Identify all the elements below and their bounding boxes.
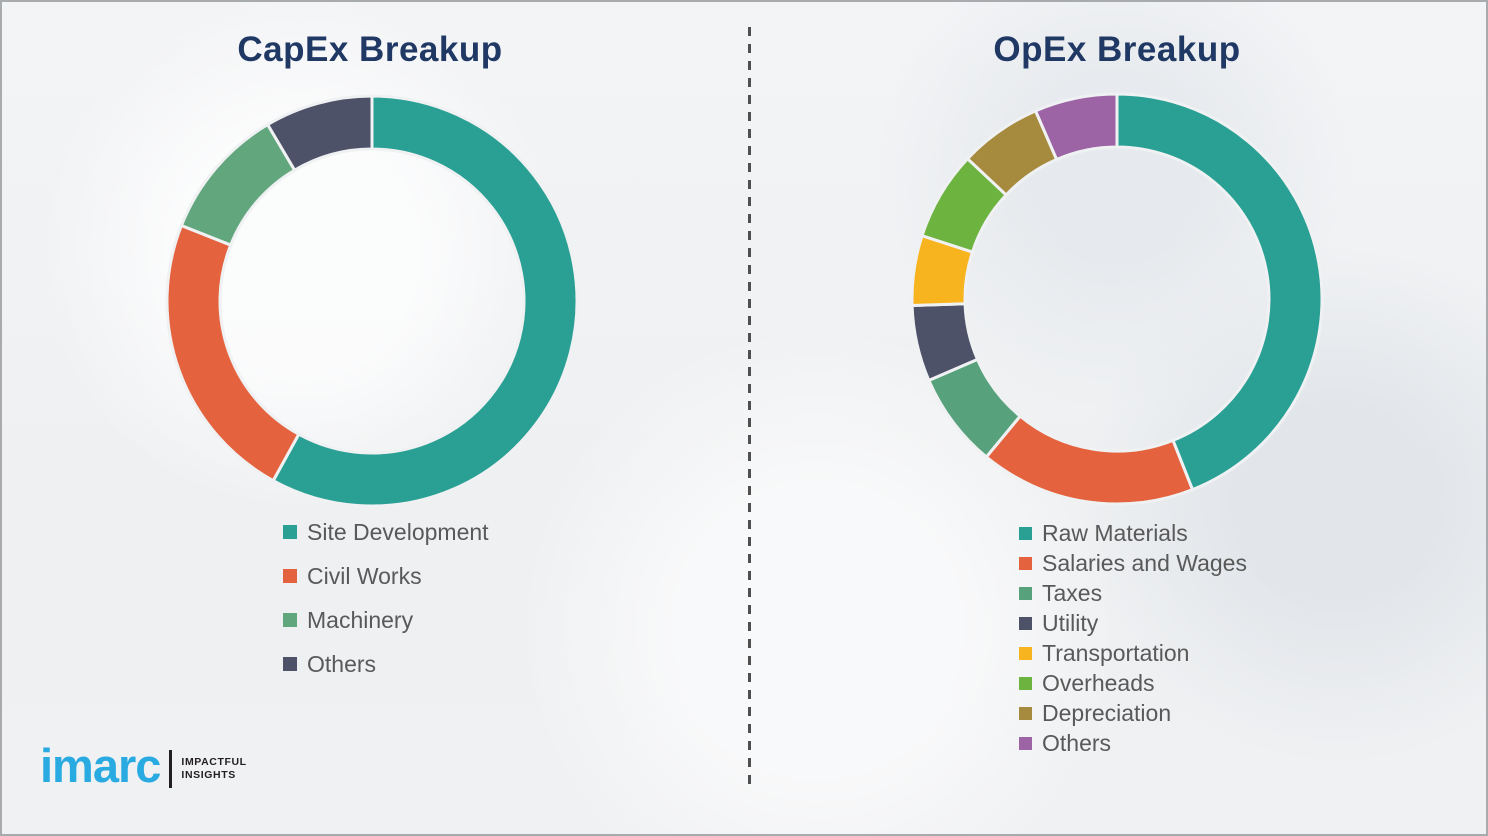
- legend-swatch-icon: [1019, 526, 1032, 540]
- legend-label: Overheads: [1042, 669, 1155, 696]
- logo-tagline: IMPACTFUL INSIGHTS: [181, 756, 246, 782]
- legend-item: Utility: [1019, 608, 1247, 638]
- legend-item: Depreciation: [1019, 698, 1247, 728]
- dashed-divider: [748, 27, 751, 792]
- legend-label: Machinery: [307, 606, 414, 633]
- legend-label: Utility: [1042, 609, 1099, 636]
- legend-swatch-icon: [1019, 616, 1032, 630]
- legend-label: Salaries and Wages: [1042, 549, 1247, 576]
- legend-swatch-icon: [283, 657, 297, 671]
- legend-item: Raw Materials: [1019, 518, 1247, 548]
- donut-segment-others: [265, 94, 374, 173]
- opex-legend: Raw Materials Salaries and Wages Taxes Util…: [1019, 518, 1247, 758]
- opex-donut-chart: [910, 92, 1324, 506]
- legend-item: Machinery: [283, 598, 489, 642]
- legend-swatch-icon: [1019, 706, 1032, 720]
- legend-swatch-icon: [1019, 586, 1032, 600]
- legend-swatch-icon: [283, 525, 297, 539]
- legend-swatch-icon: [1019, 676, 1032, 690]
- donut-segment-others: [1033, 92, 1119, 162]
- imarc-logo-wordmark: imarc: [40, 739, 161, 792]
- donut-segment-civil-works: [165, 223, 301, 483]
- opex-chart-title: OpEx Breakup: [993, 30, 1241, 69]
- legend-label: Others: [307, 650, 377, 677]
- legend-label: Site Development: [307, 518, 489, 545]
- legend-label: Civil Works: [307, 562, 422, 589]
- logo-tagline-line1: IMPACTFUL: [181, 755, 247, 768]
- donut-segment-raw-materials: [1115, 92, 1324, 492]
- imarc-logo: imarc IMPACTFUL INSIGHTS: [40, 742, 247, 789]
- legend-swatch-icon: [1019, 736, 1032, 750]
- capex-chart-title: CapEx Breakup: [237, 30, 503, 69]
- legend-label: Taxes: [1042, 579, 1103, 606]
- logo-tagline-line2: INSIGHTS: [181, 768, 236, 781]
- legend-label: Depreciation: [1042, 699, 1172, 726]
- legend-label: Others: [1042, 729, 1112, 756]
- legend-swatch-icon: [283, 569, 297, 583]
- legend-label: Transportation: [1042, 639, 1190, 666]
- legend-swatch-icon: [283, 613, 297, 627]
- capex-legend: Site Development Civil Works Machinery Othe…: [283, 510, 489, 686]
- legend-item: Others: [1019, 728, 1247, 758]
- legend-item: Salaries and Wages: [1019, 548, 1247, 578]
- legend-item: Overheads: [1019, 668, 1247, 698]
- donut-segment-salaries-and-wages: [984, 414, 1195, 506]
- donut-segment-site-development: [271, 94, 579, 508]
- logo-separator-bar: [169, 749, 173, 788]
- legend-item: Taxes: [1019, 578, 1247, 608]
- legend-label: Raw Materials: [1042, 519, 1188, 546]
- legend-item: Civil Works: [283, 554, 489, 598]
- legend-item: Site Development: [283, 510, 489, 554]
- legend-swatch-icon: [1019, 646, 1032, 660]
- capex-donut-chart: [165, 94, 579, 508]
- legend-item: Transportation: [1019, 638, 1247, 668]
- legend-swatch-icon: [1019, 556, 1032, 570]
- legend-item: Others: [283, 642, 489, 686]
